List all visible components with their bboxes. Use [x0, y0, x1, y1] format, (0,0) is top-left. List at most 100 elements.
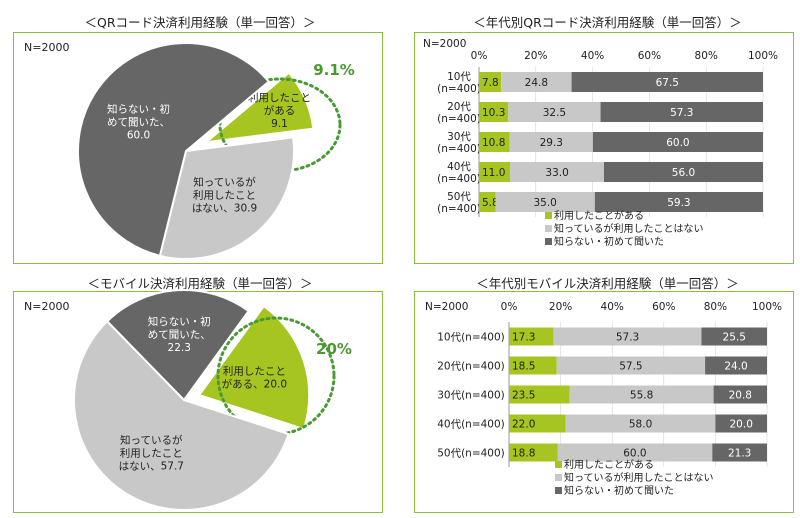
bar-segment	[495, 192, 595, 212]
data-label: 18.8	[512, 448, 535, 460]
category-label: 50代(n=400)	[437, 191, 481, 215]
x-tick-label: 60%	[652, 301, 675, 313]
pie-slice-unknown	[105, 289, 251, 402]
qr-pie-chart: N=2000 利用したことがある 9.1 知っているが利用したことはない、30.9 知ら…	[24, 41, 355, 260]
legend-label: 知っているが利用したことはない	[554, 222, 704, 235]
data-label: 7.8	[482, 77, 499, 89]
pie-label-known: 知っているが利用したことはない、57.7	[119, 434, 184, 473]
x-tick-label: 100%	[748, 50, 778, 62]
legend-label: 知らない・初めて聞いた	[564, 484, 674, 497]
data-label: 60.0	[666, 137, 689, 149]
category-label: 40代(n=400)	[437, 161, 481, 185]
pie-label-known: 知っているが利用したことはない、30.9	[192, 175, 257, 214]
data-label: 24.0	[724, 361, 747, 373]
bar-segment	[509, 414, 566, 433]
data-label: 33.0	[545, 167, 568, 179]
bar-segment	[501, 72, 572, 92]
data-label: 5.8	[482, 197, 499, 209]
pie-slice-used	[197, 304, 311, 431]
pie-label-used: 利用したことがある、20.0	[222, 366, 287, 391]
legend-label: 利用したことがある	[564, 458, 654, 471]
bar-segment	[479, 132, 510, 152]
bar-segment	[508, 102, 601, 122]
pie-slice-unknown	[77, 42, 271, 258]
bar-segment	[509, 132, 593, 152]
pie-slice-used	[202, 71, 315, 144]
bar-segment	[479, 102, 509, 122]
data-label: 55.8	[630, 390, 653, 402]
bar-segment	[592, 132, 763, 152]
pie-label-unknown: 知らない・初めて聞いた、 22.3	[148, 315, 211, 354]
legend-swatch	[545, 238, 552, 245]
data-label: 32.5	[543, 107, 566, 119]
bar-segment	[479, 72, 502, 92]
data-label: 59.3	[667, 197, 690, 209]
pie-label-unknown: 知らない・初めて聞いた、 60.0	[107, 102, 170, 141]
n-label: N=2000	[24, 300, 69, 313]
bar-segment	[557, 443, 713, 462]
x-tick-label: 80%	[695, 50, 718, 62]
data-label: 29.3	[540, 137, 563, 149]
data-label: 60.0	[623, 448, 646, 460]
x-tick-label: 0%	[471, 50, 488, 62]
bar-segment	[715, 414, 767, 433]
highlight-value: 20%	[316, 340, 352, 358]
bar-segment	[509, 385, 570, 404]
chart-title-qr-age: ＜年代別QRコード決済利用経験（単一回答）＞	[473, 15, 742, 30]
bar-segment	[479, 162, 511, 182]
data-label: 23.5	[512, 390, 535, 402]
bar-segment	[600, 102, 763, 122]
data-label: 35.0	[533, 197, 556, 209]
legend-swatch	[545, 225, 552, 232]
highlight-value: 9.1%	[313, 61, 355, 79]
bar-segment	[509, 356, 557, 375]
data-label: 10.3	[482, 107, 505, 119]
category-label: 10代(n=400)	[437, 332, 505, 344]
legend-label: 知らない・初めて聞いた	[554, 235, 664, 248]
pie-slice-known	[158, 136, 295, 260]
data-label: 20.8	[729, 390, 752, 402]
category-label: 20代(n=400)	[437, 101, 481, 125]
chart-title-qr-pie: ＜QRコード決済利用経験（単一回答）＞	[84, 15, 316, 30]
n-label: N=2000	[423, 38, 466, 50]
bar-segment	[509, 443, 558, 462]
data-label: 25.5	[723, 332, 746, 344]
category-label: 10代(n=400)	[437, 71, 481, 95]
data-label: 57.3	[616, 332, 639, 344]
data-label: 18.5	[512, 361, 535, 373]
legend-swatch	[555, 487, 562, 494]
bar-segment	[553, 327, 702, 346]
data-label: 57.3	[670, 107, 693, 119]
data-label: 22.0	[512, 419, 535, 431]
x-tick-label: 40%	[601, 301, 624, 313]
x-tick-label: 20%	[524, 50, 547, 62]
bar-segment	[713, 385, 767, 404]
data-label: 56.0	[672, 167, 695, 179]
legend-label: 利用したことがある	[554, 209, 644, 222]
chart-title-mobile-age: ＜年代別モバイル決済利用経験（単一回答）＞	[476, 276, 739, 291]
n-label: N=2000	[425, 301, 468, 313]
bar-segment	[571, 72, 763, 92]
bar-segment	[565, 414, 716, 433]
data-label: 58.0	[629, 419, 652, 431]
category-label: 30代(n=400)	[437, 131, 481, 155]
qr-age-stacked-bar-chart: N=2000 0% 20% 40% 60% 80% 100% 10代(n=400) 7.8 24.…	[423, 38, 778, 248]
data-label: 10.8	[482, 137, 505, 149]
x-tick-label: 40%	[581, 50, 604, 62]
panel-qr-pie: N=2000 利用したことがある 9.1 知っているが利用したことはない、30.9 知ら…	[13, 32, 383, 264]
data-label: 17.3	[512, 332, 535, 344]
data-label: 57.5	[619, 361, 642, 373]
pie-label-used: 利用したことがある 9.1	[248, 92, 311, 130]
bar-segment	[712, 443, 767, 462]
bar-segment	[705, 356, 767, 375]
data-label: 20.0	[730, 419, 753, 431]
category-label: 40代(n=400)	[437, 419, 505, 431]
x-tick-label: 80%	[704, 301, 727, 313]
x-tick-label: 60%	[638, 50, 661, 62]
category-label: 30代(n=400)	[437, 390, 505, 402]
legend-swatch	[555, 461, 562, 468]
bar-segment	[509, 327, 554, 346]
bar-segment	[594, 192, 763, 212]
pie-slice-known	[73, 319, 290, 511]
category-label: 50代(n=400)	[437, 448, 505, 460]
